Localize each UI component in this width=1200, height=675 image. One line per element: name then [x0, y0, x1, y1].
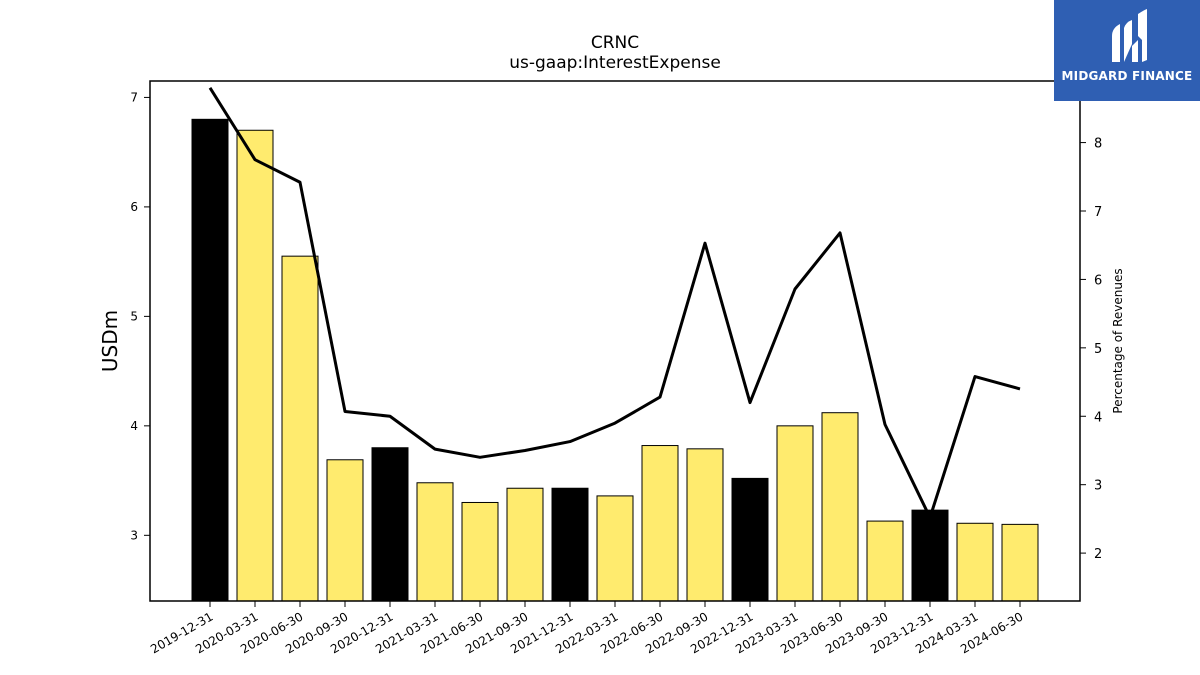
- bar-2022-09-30: [686, 448, 724, 602]
- right-axis-ticks: 2 3 4 5 6 7 8: [1080, 137, 1102, 562]
- bar-2022-06-30: [641, 445, 679, 602]
- chart-subtitle: us-gaap:InterestExpense: [509, 53, 721, 73]
- ytick-left-label: 3: [130, 528, 138, 542]
- ytick-right-label: 3: [1094, 479, 1102, 494]
- line-series: [208, 87, 1021, 520]
- bar-2021-06-30: [461, 501, 499, 602]
- ytick-left-label: 7: [130, 90, 138, 104]
- bar-2023-03-31: [776, 425, 814, 602]
- ytick-left-label: 4: [130, 419, 138, 433]
- bar-2023-12-31: [911, 509, 949, 602]
- ytick-left-label: 6: [130, 200, 138, 214]
- bar-2020-12-31: [371, 447, 409, 602]
- ytick-right-label: 8: [1094, 137, 1102, 152]
- bar-2020-03-31: [236, 129, 274, 602]
- bar-2024-06-30: [1001, 523, 1039, 602]
- bar-2020-09-30: [326, 459, 364, 602]
- bar-2020-06-30: [281, 255, 319, 602]
- chart-title: CRNC: [591, 33, 639, 53]
- bar-series: [191, 118, 1039, 602]
- bar-2021-12-31: [551, 487, 589, 602]
- ytick-right-label: 2: [1094, 547, 1102, 562]
- y-axis-label-right: Percentage of Revenues: [1111, 268, 1125, 413]
- logo-mark-icon: [1112, 9, 1147, 62]
- bar-2021-03-31: [416, 482, 454, 602]
- logo-text: MIDGARD FINANCE: [1061, 69, 1193, 83]
- ytick-right-label: 7: [1094, 205, 1102, 220]
- bar-2021-09-30: [506, 487, 544, 602]
- bar-2022-03-31: [596, 495, 634, 602]
- ytick-right-label: 4: [1094, 410, 1102, 425]
- y-axis-label-left: USDm: [98, 310, 122, 372]
- ytick-right-label: 6: [1094, 273, 1102, 288]
- brand-logo: MIDGARD FINANCE: [1054, 0, 1200, 101]
- bar-2022-12-31: [731, 477, 769, 602]
- bar-2019-12-31: [191, 118, 229, 602]
- ytick-right-label: 5: [1094, 342, 1102, 357]
- ytick-left-label: 5: [130, 309, 138, 323]
- left-axis-ticks: 3 4 5 6 7: [130, 90, 150, 542]
- bar-2023-09-30: [866, 520, 904, 602]
- bar-2023-06-30: [821, 412, 859, 602]
- bar-2024-03-31: [956, 522, 994, 602]
- x-axis-ticks: 2019-12-312020-03-312020-06-302020-09-30…: [148, 601, 1026, 656]
- percentage-line: [208, 87, 1021, 520]
